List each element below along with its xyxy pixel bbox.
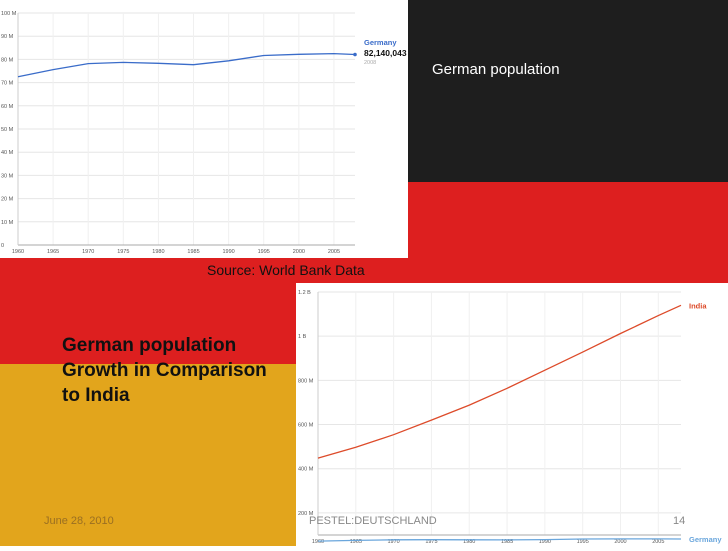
- x-tick-label: 1990: [223, 249, 235, 255]
- y-tick-label: 200 M: [298, 511, 314, 517]
- y-tick-label: 40 M: [1, 150, 14, 156]
- legend-germany-name: Germany: [364, 38, 397, 47]
- y-tick-label: 90 M: [1, 34, 14, 40]
- x-tick-label: 2000: [614, 539, 626, 545]
- legend-germany-value: 82,140,043: [364, 48, 407, 58]
- slide-heading: German population Growth in Comparison t…: [62, 335, 267, 406]
- footer-date: June 28, 2010: [44, 515, 114, 527]
- y-tick-label: 70 M: [1, 81, 14, 87]
- x-tick-label: 1990: [539, 539, 551, 545]
- x-tick-label: 1995: [577, 539, 589, 545]
- x-tick-label: 1965: [47, 249, 59, 255]
- x-tick-label: 2005: [652, 539, 664, 545]
- india-germany-comparison-chart-svg: 200 M 400 M 600 M 800 M 1 B 1.2 B 1960 1965 1970…: [298, 290, 722, 545]
- y-tick-label: 100 M: [1, 11, 17, 17]
- x-tick-label: 1970: [82, 249, 94, 255]
- y-tick-label: 400 M: [298, 467, 314, 473]
- y-tick-label: 0: [1, 243, 4, 249]
- x-tick-label: 2000: [293, 249, 305, 255]
- germany-population-chart: 0 10 M 20 M 30 M 40 M 50 M 60 M 70 M 80 M 90 M 100…: [0, 0, 408, 258]
- x-tick-label: 1985: [187, 249, 199, 255]
- germany-endpoint-dot: [353, 52, 357, 57]
- series-line-germany: [17, 52, 356, 78]
- series-line-germany: [317, 538, 682, 542]
- y-tick-label: 600 M: [298, 423, 314, 429]
- y-tick-label: 50 M: [1, 127, 14, 133]
- y-tick-label: 1.2 B: [298, 290, 311, 296]
- x-tick-label: 1980: [463, 539, 475, 545]
- germany-population-chart-svg: 0 10 M 20 M 30 M 40 M 50 M 60 M 70 M 80 M 90 M 100…: [1, 11, 407, 255]
- x-tick-label: 1975: [117, 249, 129, 255]
- x-tick-label: 1980: [152, 249, 164, 255]
- india-germany-comparison-chart: 200 M 400 M 600 M 800 M 1 B 1.2 B 1960 1965 1970…: [296, 283, 728, 546]
- legend-germany-year: 2008: [364, 60, 376, 66]
- y-tick-label: 20 M: [1, 197, 14, 203]
- y-tick-label: 80 M: [1, 57, 14, 63]
- x-tick-label: 1960: [312, 539, 324, 545]
- series-end-label-germany: Germany: [689, 535, 722, 544]
- x-tick-label: 1960: [12, 249, 24, 255]
- y-tick-label: 800 M: [298, 378, 314, 384]
- german-population-label: German population: [432, 61, 560, 78]
- x-tick-label: 1985: [501, 539, 513, 545]
- x-tick-label: 1965: [350, 539, 362, 545]
- y-tick-label: 1 B: [298, 334, 307, 340]
- y-tick-label: 60 M: [1, 104, 14, 110]
- x-tick-label: 1970: [388, 539, 400, 545]
- source-caption: Source: World Bank Data: [207, 262, 365, 278]
- series-line-india: [317, 304, 682, 459]
- x-tick-label: 1995: [258, 249, 270, 255]
- y-tick-label: 10 M: [1, 220, 14, 226]
- series-end-label-india: India: [689, 301, 707, 310]
- footer-center-text: PESTEL:DEUTSCHLAND: [309, 515, 437, 527]
- y-tick-label: 30 M: [1, 173, 14, 179]
- x-tick-label: 2005: [328, 249, 340, 255]
- x-tick-label: 1975: [425, 539, 437, 545]
- page-number: 14: [673, 515, 686, 527]
